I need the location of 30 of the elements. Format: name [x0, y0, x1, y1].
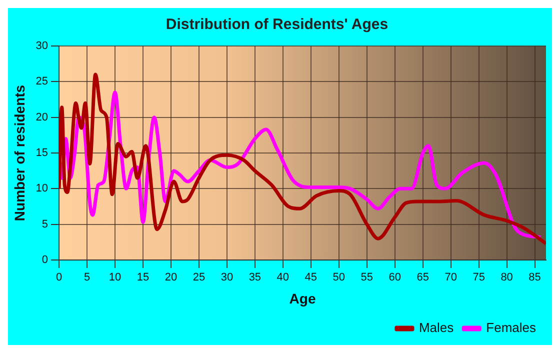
- legend-label: Females: [486, 320, 536, 336]
- x-tick-label: 65: [416, 272, 429, 284]
- x-tick-label: 55: [360, 272, 374, 284]
- y-tick-label: 25: [36, 76, 48, 88]
- x-axis-title: Age: [289, 290, 316, 306]
- x-tick-label: 60: [388, 272, 401, 284]
- x-tick-label: 0: [56, 272, 62, 284]
- legend-label: Males: [418, 320, 454, 336]
- x-tick-label: 50: [332, 272, 346, 284]
- y-tick-label: 20: [36, 111, 48, 124]
- x-tick-label: 35: [248, 272, 262, 284]
- x-tick-label: 20: [164, 272, 178, 284]
- y-axis-title: Number of residents: [11, 84, 28, 222]
- x-tick-label: 30: [220, 272, 234, 284]
- x-tick-label: 80: [500, 272, 513, 284]
- chart-title: Distribution of Residents' Ages: [166, 16, 388, 34]
- x-tick-label: 45: [304, 272, 318, 284]
- y-tick-label: 30: [36, 40, 48, 52]
- x-tick-label: 75: [472, 272, 485, 284]
- x-tick-label: 70: [444, 272, 457, 284]
- x-tick-label: 5: [84, 272, 90, 284]
- x-tick-label: 85: [528, 272, 541, 284]
- x-tick-label: 10: [108, 272, 122, 284]
- y-tick-label: 10: [36, 182, 48, 195]
- x-tick-label: 25: [192, 272, 206, 284]
- y-tick-label: 0: [42, 254, 48, 266]
- y-tick-label: 15: [36, 147, 48, 160]
- x-tick-label: 15: [136, 272, 150, 284]
- y-tick-label: 5: [42, 218, 48, 230]
- x-tick-label: 40: [276, 272, 290, 284]
